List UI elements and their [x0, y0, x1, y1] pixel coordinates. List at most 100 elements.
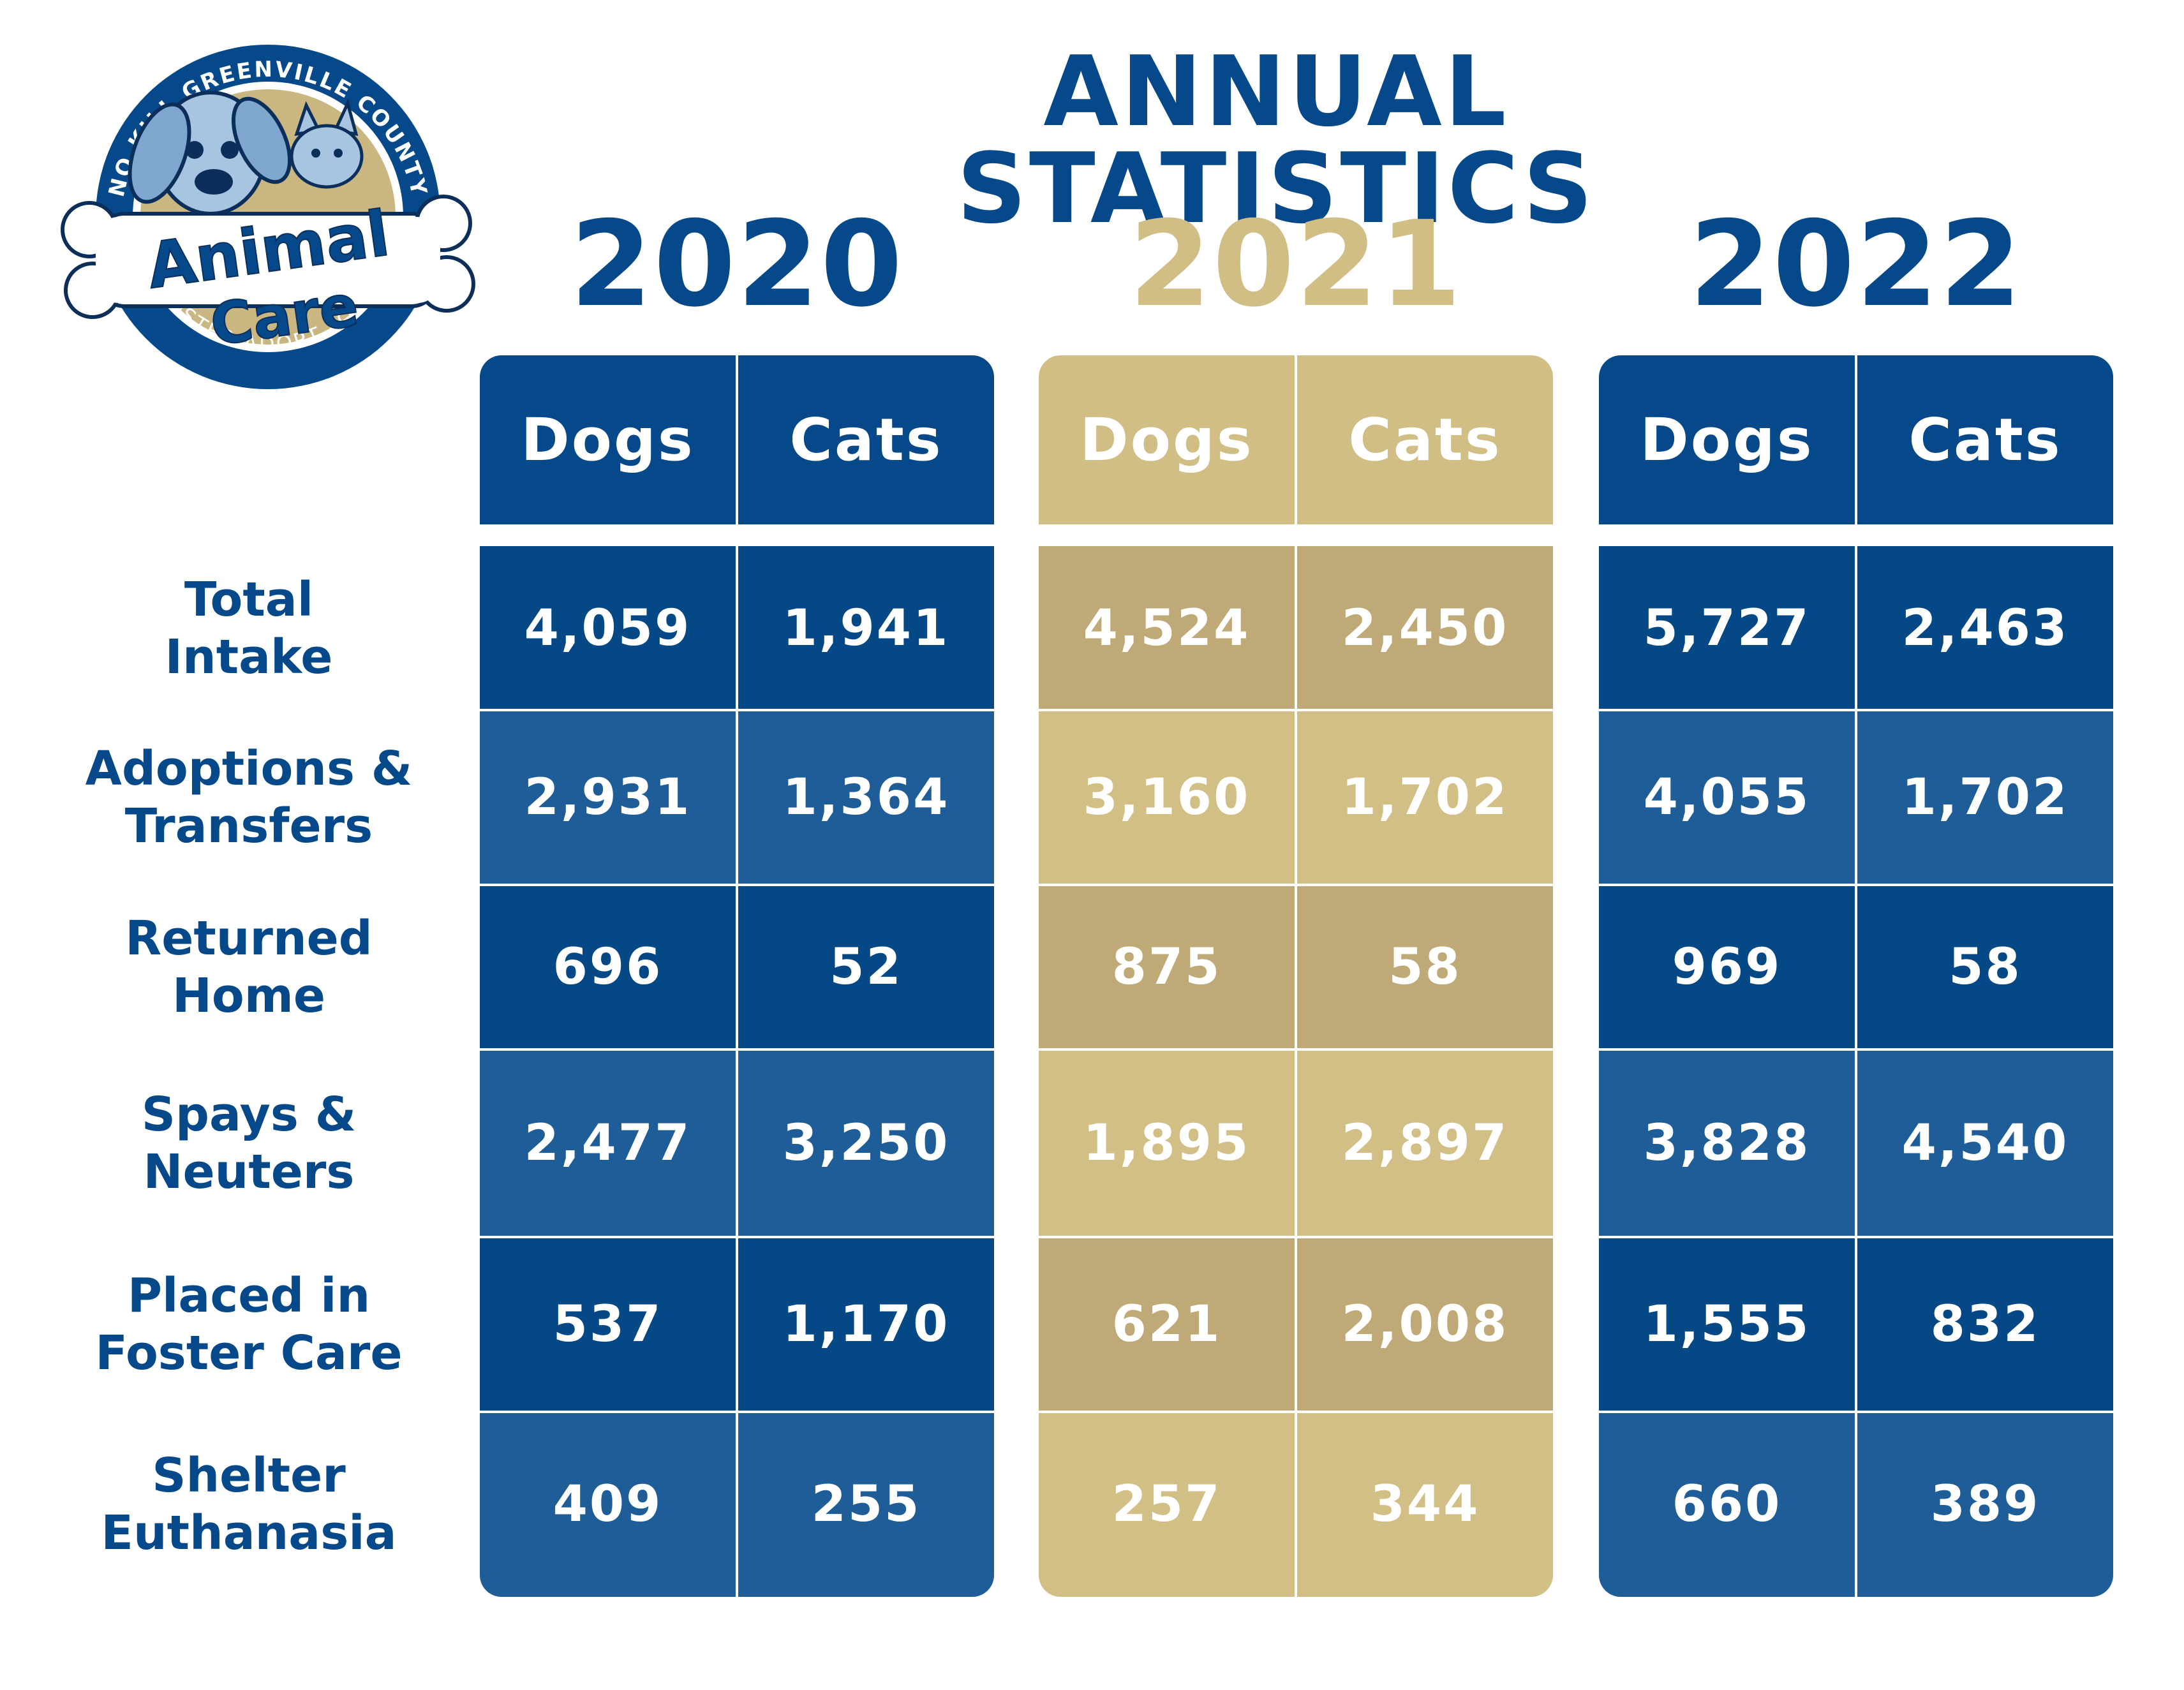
table-row: 257 344	[1039, 1412, 1553, 1597]
table-row: 660 389	[1599, 1412, 2113, 1597]
column-divider	[1855, 546, 1857, 710]
value-cell-dogs: 696	[553, 938, 663, 996]
row-label-line: Adoptions &	[85, 741, 413, 796]
table-2022: Dogs Cats 5,727 2,463 4,055 1,702 969 58 3,828 4,…	[1599, 355, 2113, 1597]
column-divider	[736, 1237, 738, 1412]
column-divider	[1855, 885, 1857, 1049]
value-cell-dogs: 1,895	[1083, 1115, 1251, 1172]
table-row: 696 52	[480, 885, 994, 1049]
value-cell-dogs: 2,477	[524, 1115, 692, 1172]
row-divider	[1039, 709, 1553, 711]
value-cell-dogs: 2,931	[524, 769, 692, 826]
row-label-line: Intake	[165, 629, 333, 685]
row-divider	[480, 1048, 994, 1051]
column-divider	[736, 885, 738, 1049]
table-2020: Dogs Cats 4,059 1,941 2,931 1,364 696 52 2,477 3,…	[480, 355, 994, 1597]
row-label-line: Foster Care	[95, 1326, 403, 1381]
value-cell-dogs: 5,727	[1643, 599, 1811, 657]
year-heading-2020: 2020	[570, 195, 904, 333]
table-header: Dogs Cats	[480, 355, 994, 524]
value-cell-cats: 2,897	[1341, 1115, 1509, 1172]
value-cell-cats: 3,250	[782, 1115, 950, 1172]
value-cell-cats: 1,702	[1901, 769, 2069, 826]
cat-icon	[290, 98, 364, 189]
row-label-line: Returned	[125, 911, 373, 966]
table-row: 4,524 2,450	[1039, 546, 1553, 710]
column-divider	[736, 1049, 738, 1237]
table-row: 3,160 1,702	[1039, 710, 1553, 885]
column-header-dogs: Dogs	[521, 406, 695, 474]
table-row: 2,931 1,364	[480, 710, 994, 885]
row-divider	[1039, 1411, 1553, 1413]
row-label: Spays & Neuters	[61, 1049, 437, 1237]
table-row: 875 58	[1039, 885, 1553, 1049]
page-title: ANNUAL STATISTICS	[956, 35, 1596, 245]
row-label-line: Euthanasia	[101, 1506, 397, 1560]
row-label: Returned Home	[61, 885, 437, 1049]
row-divider	[480, 1236, 994, 1238]
row-divider	[1039, 1236, 1553, 1238]
year-heading-2022: 2022	[1689, 195, 2023, 333]
row-label-line: Total	[184, 572, 314, 627]
column-header-dogs: Dogs	[1640, 406, 1814, 474]
row-divider	[1039, 1048, 1553, 1051]
value-cell-dogs: 969	[1672, 938, 1782, 996]
column-divider	[736, 710, 738, 885]
row-label: Placed in Foster Care	[61, 1237, 437, 1412]
column-divider	[1295, 546, 1297, 710]
column-header-cats: Cats	[789, 406, 943, 474]
bone-icon	[61, 195, 475, 319]
row-divider	[1039, 884, 1553, 886]
row-divider	[1599, 709, 2113, 711]
value-cell-cats: 1,702	[1341, 769, 1509, 826]
value-cell-dogs: 621	[1111, 1296, 1222, 1353]
row-label: Adoptions & Transfers	[61, 710, 437, 885]
value-cell-dogs: 537	[553, 1296, 663, 1353]
row-divider	[1599, 884, 2113, 886]
row-label-line: Shelter	[152, 1448, 346, 1503]
table-row: 2,477 3,250	[480, 1049, 994, 1237]
row-label: Shelter Euthanasia	[61, 1412, 437, 1597]
table-header: Dogs Cats	[1599, 355, 2113, 524]
table-row: 4,055 1,702	[1599, 710, 2113, 885]
table-row: 1,555 832	[1599, 1237, 2113, 1412]
row-divider	[1599, 1236, 2113, 1238]
value-cell-dogs: 1,555	[1643, 1296, 1811, 1353]
value-cell-cats: 832	[1930, 1296, 2040, 1353]
table-header: Dogs Cats	[1039, 355, 1553, 524]
column-header-cats: Cats	[1348, 406, 1502, 474]
row-label-line: Home	[172, 968, 326, 1023]
column-header-dogs: Dogs	[1080, 406, 1254, 474]
row-label-line: Placed in	[127, 1268, 371, 1323]
value-cell-cats: 389	[1930, 1476, 2040, 1533]
value-cell-cats: 58	[1388, 938, 1462, 996]
value-cell-dogs: 660	[1672, 1476, 1782, 1533]
value-cell-cats: 52	[829, 938, 903, 996]
value-cell-dogs: 257	[1111, 1476, 1222, 1533]
column-divider	[1855, 355, 1857, 524]
value-cell-cats: 4,540	[1901, 1115, 2069, 1172]
column-divider	[1295, 355, 1297, 524]
table-row: 969 58	[1599, 885, 2113, 1049]
column-header-cats: Cats	[1908, 406, 2062, 474]
table-row: 3,828 4,540	[1599, 1049, 2113, 1237]
row-label-line: Transfers	[124, 799, 373, 854]
column-divider	[1295, 1412, 1297, 1597]
value-cell-dogs: 875	[1111, 938, 1222, 996]
value-cell-cats: 344	[1370, 1476, 1480, 1533]
value-cell-cats: 1,170	[782, 1296, 950, 1353]
table-row: 537 1,170	[480, 1237, 994, 1412]
value-cell-cats: 1,941	[782, 599, 950, 657]
value-cell-cats: 255	[811, 1476, 921, 1533]
value-cell-dogs: 4,055	[1643, 769, 1811, 826]
column-divider	[736, 1412, 738, 1597]
row-divider	[1599, 1048, 2113, 1051]
column-divider	[1295, 1049, 1297, 1237]
table-body: 5,727 2,463 4,055 1,702 969 58 3,828 4,540 1,555…	[1599, 546, 2113, 1597]
table-body: 4,524 2,450 3,160 1,702 875 58 1,895 2,897 621 2,…	[1039, 546, 1553, 1597]
value-cell-dogs: 3,160	[1083, 769, 1251, 826]
value-cell-dogs: 4,059	[524, 599, 692, 657]
table-row: 4,059 1,941	[480, 546, 994, 710]
value-cell-cats: 1,364	[782, 769, 950, 826]
row-divider	[480, 884, 994, 886]
